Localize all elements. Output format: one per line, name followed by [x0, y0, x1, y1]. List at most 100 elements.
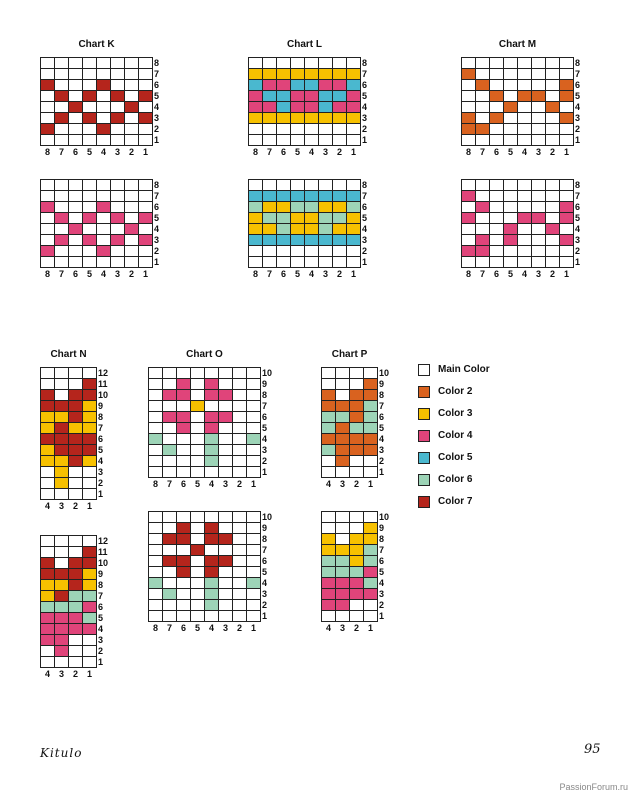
chart-cell — [262, 134, 277, 146]
row-number: 6 — [362, 80, 368, 90]
chart-cell — [246, 610, 261, 622]
column-number: 1 — [86, 669, 92, 679]
row-number: 3 — [154, 235, 160, 245]
page-number: 95 — [584, 742, 601, 757]
row-number: 6 — [98, 434, 104, 444]
chart-cell — [232, 610, 247, 622]
chart-cell — [110, 256, 125, 268]
row-number: 8 — [154, 180, 160, 190]
chart-cell — [304, 256, 319, 268]
row-number: 6 — [379, 556, 385, 566]
chart-cell — [290, 256, 305, 268]
chart-cell — [318, 134, 333, 146]
column-number: 6 — [493, 147, 499, 157]
column-number: 5 — [86, 147, 92, 157]
row-number: 7 — [379, 545, 385, 555]
row-number: 8 — [379, 534, 385, 544]
row-number: 4 — [575, 224, 581, 234]
chart-cell — [321, 610, 336, 622]
chart-cell — [68, 256, 83, 268]
column-number: 8 — [152, 479, 158, 489]
row-number: 4 — [98, 624, 104, 634]
chart-cell — [335, 466, 350, 478]
row-number: 4 — [362, 102, 368, 112]
row-number: 1 — [575, 135, 581, 145]
column-number: 2 — [236, 479, 242, 489]
chart-cell — [545, 256, 560, 268]
row-number: 5 — [379, 567, 385, 577]
chart-cell — [190, 610, 205, 622]
color-swatch — [418, 496, 430, 508]
row-number: 8 — [575, 180, 581, 190]
column-number: 1 — [563, 147, 569, 157]
row-number: 8 — [362, 180, 368, 190]
row-number: 9 — [379, 379, 385, 389]
column-number: 2 — [72, 669, 78, 679]
column-number: 7 — [166, 623, 172, 633]
column-number: 8 — [465, 269, 471, 279]
chart-title: Chart L — [287, 39, 322, 50]
chart-cell — [545, 134, 560, 146]
row-number: 2 — [575, 246, 581, 256]
row-number: 2 — [98, 478, 104, 488]
row-number: 3 — [575, 235, 581, 245]
row-number: 1 — [154, 257, 160, 267]
legend-label: Color 3 — [438, 408, 473, 419]
row-number: 6 — [575, 202, 581, 212]
row-number: 2 — [362, 246, 368, 256]
row-number: 2 — [575, 124, 581, 134]
chart-cell — [218, 610, 233, 622]
chart-cell — [304, 134, 319, 146]
chart-cell — [363, 466, 378, 478]
chart-cell — [262, 256, 277, 268]
chart-cell — [40, 656, 55, 668]
row-number: 5 — [575, 213, 581, 223]
column-number: 8 — [252, 269, 258, 279]
row-number: 5 — [154, 91, 160, 101]
chart-title: Chart K — [78, 39, 115, 50]
row-number: 3 — [262, 445, 268, 455]
chart-cell — [318, 256, 333, 268]
row-number: 11 — [98, 379, 108, 389]
column-number: 4 — [325, 479, 331, 489]
row-number: 10 — [262, 368, 273, 378]
chart-cell — [190, 466, 205, 478]
chart-title: Chart O — [186, 349, 223, 360]
row-number: 10 — [98, 558, 109, 568]
legend-label: Color 4 — [438, 430, 473, 441]
column-number: 2 — [353, 479, 359, 489]
color-swatch — [418, 386, 430, 398]
chart-cell — [332, 256, 347, 268]
legend-label: Color 7 — [438, 496, 473, 507]
row-number: 1 — [262, 467, 268, 477]
chart-cell — [82, 134, 97, 146]
column-number: 1 — [86, 501, 92, 511]
column-number: 3 — [322, 269, 328, 279]
chart-cell — [68, 488, 83, 500]
chart-cell — [138, 256, 153, 268]
row-number: 7 — [362, 69, 368, 79]
footer-brand: Kitulo — [40, 746, 83, 760]
chart-cell — [40, 488, 55, 500]
column-number: 7 — [58, 147, 64, 157]
chart-cell — [162, 610, 177, 622]
color-swatch — [418, 430, 430, 442]
column-number: 5 — [194, 623, 200, 633]
row-number: 7 — [154, 69, 160, 79]
row-number: 8 — [379, 390, 385, 400]
legend-label: Main Color — [438, 364, 490, 375]
column-number: 8 — [152, 623, 158, 633]
row-number: 7 — [575, 191, 581, 201]
color-swatch — [418, 408, 430, 420]
row-number: 10 — [98, 390, 109, 400]
column-number: 4 — [308, 147, 314, 157]
chart-cell — [531, 134, 546, 146]
row-number: 9 — [262, 523, 268, 533]
column-number: 6 — [180, 623, 186, 633]
row-number: 8 — [362, 58, 368, 68]
row-number: 1 — [362, 135, 368, 145]
chart-cell — [332, 134, 347, 146]
row-number: 6 — [98, 602, 104, 612]
row-number: 6 — [262, 556, 268, 566]
